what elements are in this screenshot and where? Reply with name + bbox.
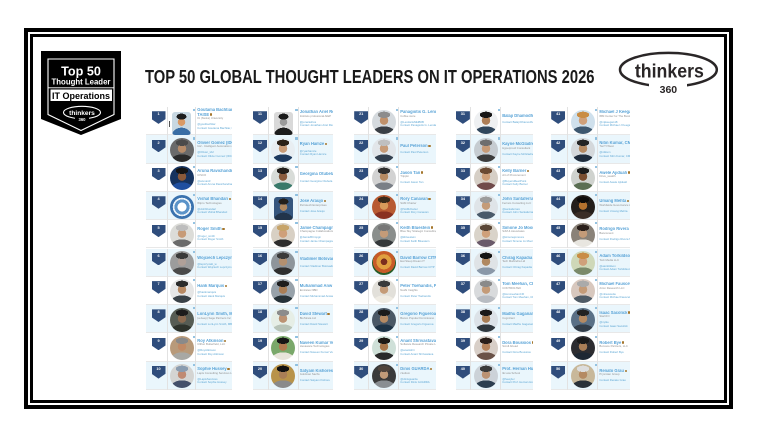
svg-text:360: 360: [660, 84, 678, 96]
svg-text:360: 360: [79, 117, 87, 122]
svg-text:Top 50: Top 50: [61, 65, 101, 79]
svg-text:thinkers: thinkers: [635, 62, 704, 83]
svg-text:thinkers: thinkers: [69, 110, 95, 117]
svg-text:Thought Leader: Thought Leader: [52, 78, 111, 87]
svg-text:IT Operations: IT Operations: [52, 91, 110, 101]
